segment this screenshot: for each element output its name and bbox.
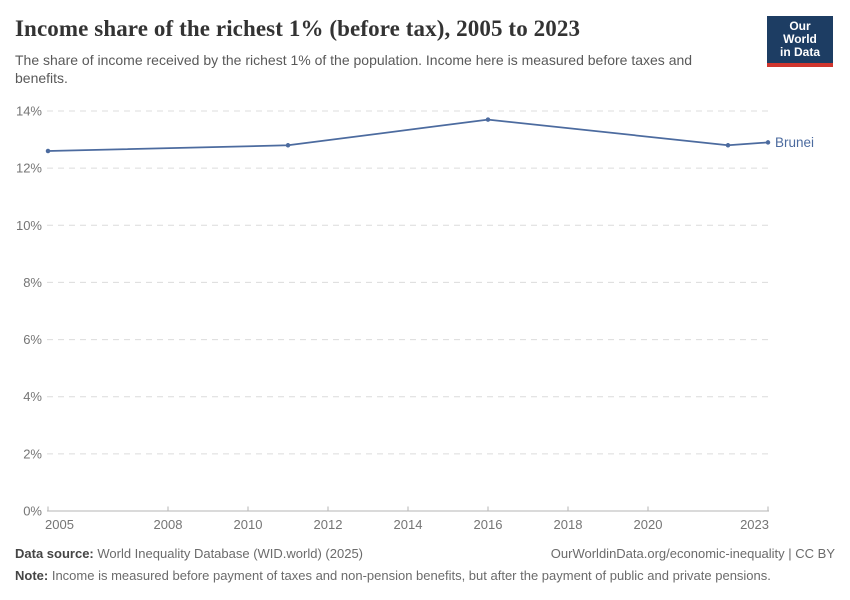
y-tick-label: 6% xyxy=(23,332,42,347)
x-tick-label: 2012 xyxy=(314,517,343,532)
owid-logo-line1: Our World xyxy=(783,19,817,47)
x-tick-label: 2005 xyxy=(45,517,74,532)
y-tick-label: 14% xyxy=(16,104,42,119)
footer-source-row: Data source: World Inequality Database (… xyxy=(15,546,835,562)
entity-label-brunei[interactable]: Brunei xyxy=(775,135,814,150)
x-tick-label: 2014 xyxy=(394,517,423,532)
x-tick-label: 2008 xyxy=(154,517,183,532)
owid-logo-line2: in Data xyxy=(779,45,820,60)
footer-note-row: Note: Income is measured before payment … xyxy=(15,568,835,584)
attribution-link[interactable]: OurWorldinData.org/economic-inequality |… xyxy=(550,546,835,561)
y-tick-label: 8% xyxy=(23,275,42,290)
x-tick-label: 2018 xyxy=(554,517,583,532)
data-source-label: Data source: xyxy=(15,546,94,561)
x-tick-label: 2020 xyxy=(634,517,663,532)
note-text: Income is measured before payment of tax… xyxy=(48,568,771,583)
page-title: Income share of the richest 1% (before t… xyxy=(15,16,581,41)
x-tick-label: 2016 xyxy=(474,517,503,532)
data-point-marker[interactable] xyxy=(285,143,291,148)
x-tick-label: 2023 xyxy=(740,517,769,532)
series-line-brunei[interactable] xyxy=(47,118,769,152)
note-label: Note: xyxy=(15,568,49,583)
data-point-marker[interactable] xyxy=(45,148,51,154)
data-point-marker[interactable] xyxy=(725,143,731,148)
y-tick-label: 4% xyxy=(23,389,42,404)
y-tick-label: 12% xyxy=(16,161,42,176)
data-source-text: Data source: World Inequality Database (… xyxy=(15,546,364,561)
chart-subtitle: The share of income received by the rich… xyxy=(15,52,693,87)
y-tick-label: 10% xyxy=(16,218,42,233)
data-point-marker[interactable] xyxy=(765,140,771,145)
data-point-marker[interactable] xyxy=(485,117,491,122)
y-tick-label: 2% xyxy=(23,446,42,461)
x-tick-label: 2010 xyxy=(234,517,263,532)
owid-logo[interactable]: Our World in Data xyxy=(767,16,833,67)
y-tick-label: 0% xyxy=(23,504,42,519)
